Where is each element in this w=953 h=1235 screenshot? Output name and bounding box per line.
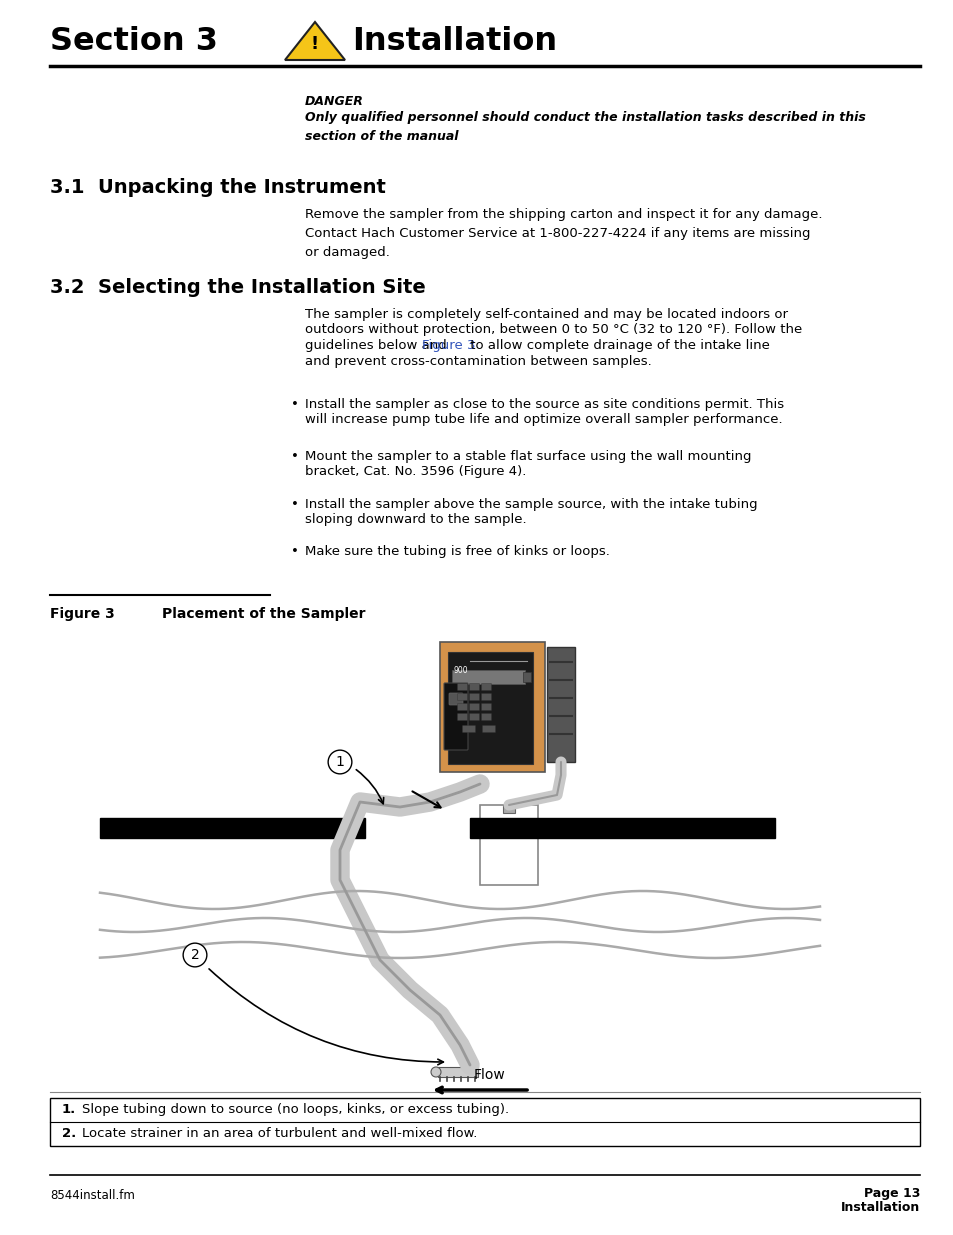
Text: sloping downward to the sample.: sloping downward to the sample. — [305, 514, 526, 526]
FancyBboxPatch shape — [469, 704, 479, 710]
Text: Remove the sampler from the shipping carton and inspect it for any damage.
Conta: Remove the sampler from the shipping car… — [305, 207, 821, 259]
Text: Only qualified personnel should conduct the installation tasks described in this: Only qualified personnel should conduct … — [305, 111, 865, 143]
FancyBboxPatch shape — [457, 694, 467, 700]
FancyBboxPatch shape — [502, 805, 515, 813]
Text: will increase pump tube life and optimize overall sampler performance.: will increase pump tube life and optimiz… — [305, 414, 781, 426]
Text: •: • — [291, 398, 298, 411]
FancyBboxPatch shape — [457, 714, 467, 720]
Text: Make sure the tubing is free of kinks or loops.: Make sure the tubing is free of kinks or… — [305, 545, 609, 558]
FancyBboxPatch shape — [481, 714, 491, 720]
FancyBboxPatch shape — [481, 694, 491, 700]
Text: 3.1  Unpacking the Instrument: 3.1 Unpacking the Instrument — [50, 178, 385, 198]
Text: Installation: Installation — [840, 1200, 919, 1214]
Text: 2.: 2. — [62, 1128, 76, 1140]
Text: Slope tubing down to source (no loops, kinks, or excess tubing).: Slope tubing down to source (no loops, k… — [82, 1103, 509, 1116]
Text: Installation: Installation — [352, 26, 557, 58]
FancyBboxPatch shape — [482, 725, 495, 732]
Text: to allow complete drainage of the intake line: to allow complete drainage of the intake… — [465, 338, 769, 352]
Text: Flow: Flow — [474, 1068, 505, 1082]
Text: 8544install.fm: 8544install.fm — [50, 1189, 134, 1202]
Text: 1.: 1. — [62, 1103, 76, 1116]
FancyBboxPatch shape — [546, 647, 575, 762]
Text: Install the sampler above the sample source, with the intake tubing: Install the sampler above the sample sou… — [305, 498, 757, 511]
Bar — [100, 818, 365, 839]
Text: 1: 1 — [335, 755, 344, 769]
FancyBboxPatch shape — [449, 693, 462, 705]
FancyBboxPatch shape — [481, 683, 491, 690]
FancyBboxPatch shape — [452, 671, 524, 684]
Text: 2: 2 — [191, 948, 199, 962]
Text: Figure 3: Figure 3 — [421, 338, 475, 352]
FancyBboxPatch shape — [443, 683, 468, 750]
Text: Install the sampler as close to the source as site conditions permit. This: Install the sampler as close to the sour… — [305, 398, 783, 411]
Text: 3.2  Selecting the Installation Site: 3.2 Selecting the Installation Site — [50, 278, 425, 296]
FancyBboxPatch shape — [462, 725, 475, 732]
Text: Page 13: Page 13 — [862, 1187, 919, 1200]
FancyBboxPatch shape — [469, 683, 479, 690]
Text: outdoors without protection, between 0 to 50 °C (32 to 120 °F). Follow the: outdoors without protection, between 0 t… — [305, 324, 801, 336]
Text: Locate strainer in an area of turbulent and well-mixed flow.: Locate strainer in an area of turbulent … — [82, 1128, 476, 1140]
Text: DANGER: DANGER — [305, 95, 363, 107]
Text: bracket, Cat. No. 3596 (Figure 4).: bracket, Cat. No. 3596 (Figure 4). — [305, 466, 526, 478]
FancyBboxPatch shape — [439, 642, 544, 772]
Text: !: ! — [311, 35, 318, 53]
Text: 900: 900 — [454, 666, 468, 676]
Circle shape — [431, 1067, 440, 1077]
Text: Mount the sampler to a stable flat surface using the wall mounting: Mount the sampler to a stable flat surfa… — [305, 450, 751, 463]
Text: Placement of the Sampler: Placement of the Sampler — [162, 606, 365, 621]
Text: guidelines below and: guidelines below and — [305, 338, 451, 352]
Text: •: • — [291, 498, 298, 511]
Text: •: • — [291, 545, 298, 558]
Bar — [50, 1098, 919, 1146]
Bar — [437, 1067, 477, 1077]
FancyBboxPatch shape — [457, 704, 467, 710]
Bar — [470, 818, 774, 839]
Text: •: • — [291, 450, 298, 463]
FancyBboxPatch shape — [457, 683, 467, 690]
Text: Section 3: Section 3 — [50, 26, 217, 58]
FancyBboxPatch shape — [522, 672, 531, 682]
FancyBboxPatch shape — [469, 694, 479, 700]
Text: The sampler is completely self-contained and may be located indoors or: The sampler is completely self-contained… — [305, 308, 787, 321]
FancyBboxPatch shape — [448, 652, 533, 764]
FancyBboxPatch shape — [469, 714, 479, 720]
FancyBboxPatch shape — [479, 805, 537, 885]
FancyBboxPatch shape — [481, 704, 491, 710]
Text: Figure 3: Figure 3 — [50, 606, 114, 621]
Text: and prevent cross-contamination between samples.: and prevent cross-contamination between … — [305, 354, 651, 368]
Polygon shape — [285, 22, 345, 61]
